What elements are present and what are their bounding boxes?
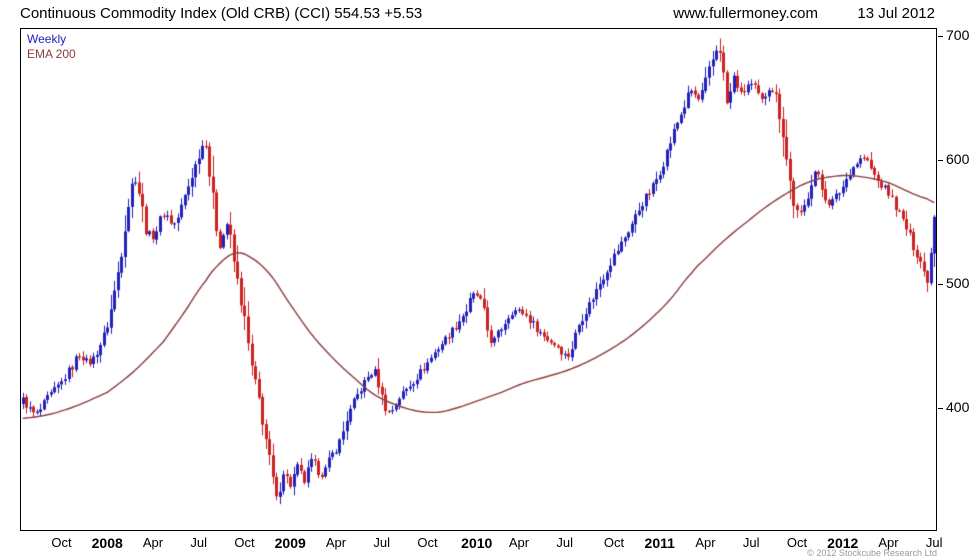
y-axis-label: 500 (946, 275, 970, 292)
header-bar: Continuous Commodity Index (Old CRB) (CC… (0, 0, 980, 27)
y-axis-tick (938, 284, 943, 286)
x-axis-label: 2010 (461, 535, 493, 551)
x-axis-label: Apr (878, 535, 899, 550)
x-axis-label: Apr (695, 535, 716, 550)
y-axis-tick (938, 408, 943, 410)
x-axis-label: Oct (786, 535, 808, 550)
plot-area: Weekly EMA 200 (20, 28, 937, 531)
x-axis-label: Oct (234, 535, 255, 550)
y-axis-label: 600 (946, 151, 970, 168)
legend-weekly-label: Weekly (27, 32, 67, 46)
y-axis-tick (938, 36, 943, 38)
y-axis-label: 700 (946, 27, 970, 44)
x-axis-label: 2012 (827, 535, 859, 551)
price-chart-canvas[interactable] (21, 29, 936, 530)
x-axis-label: Oct (417, 535, 438, 550)
x-axis-label: Jul (190, 535, 208, 550)
x-axis-label: Jul (556, 535, 574, 550)
legend-ema-label: EMA 200 (27, 47, 76, 61)
x-axis-label: 2009 (274, 535, 306, 551)
x-axis-label: Jul (373, 535, 391, 550)
x-axis-label: Oct (603, 535, 625, 550)
x-axis-label: Apr (142, 535, 164, 550)
chart-title: Continuous Commodity Index (Old CRB) (CC… (20, 5, 423, 22)
header-date: 13 Jul 2012 (857, 5, 935, 22)
copyright-notice: © 2012 Stockcube Research Ltd (807, 548, 937, 558)
chart-legend: Weekly EMA 200 (27, 32, 76, 62)
x-axis-label: Jul (742, 535, 760, 550)
x-axis-label: Oct (51, 535, 72, 550)
x-axis-label: 2011 (644, 535, 675, 551)
x-axis-label: Apr (508, 535, 530, 550)
y-axis-label: 400 (946, 399, 970, 416)
x-axis-label: 2008 (91, 535, 123, 551)
x-axis-label: Jul (925, 535, 943, 550)
y-axis-tick (938, 160, 943, 162)
site-link[interactable]: www.fullermoney.com (673, 5, 818, 22)
x-axis-label: Apr (325, 535, 347, 550)
